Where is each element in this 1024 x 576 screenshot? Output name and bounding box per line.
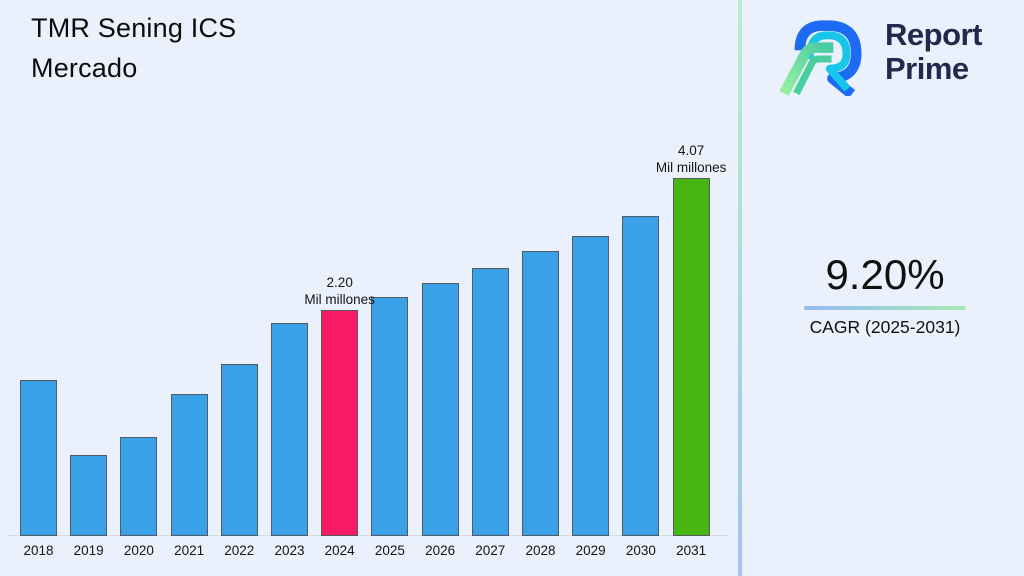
bar-2022: [220, 364, 258, 536]
x-axis-label-2031: 2031: [676, 543, 707, 558]
logo-text-line2: Prime: [885, 51, 969, 86]
bar-2024: [321, 310, 359, 536]
x-axis-line: [8, 535, 729, 536]
annotation-value-2024: 2.20: [326, 275, 353, 290]
divider-line: [738, 0, 742, 576]
x-axis-label-2018: 2018: [23, 543, 54, 558]
x-axis-label-2028: 2028: [525, 543, 556, 558]
logo-text-line1: Report: [885, 17, 982, 52]
annotation-unit-2031: Mil millones: [655, 160, 727, 175]
bar-2023: [271, 323, 308, 536]
x-axis-label-2030: 2030: [625, 543, 656, 558]
x-axis-label-2020: 2020: [123, 543, 154, 558]
bar-2021: [170, 394, 208, 536]
bar-2018: [20, 380, 57, 536]
x-axis-label-2022: 2022: [224, 543, 255, 558]
annotation-value-2031: 4.07: [677, 143, 705, 158]
cagr-value: 9.20%: [825, 251, 945, 298]
x-axis-label-2025: 2025: [374, 543, 405, 558]
market-bar-chart: 2018 2019 2020 2021 2022 2023 2024 2025 2026 2027…: [8, 143, 729, 558]
x-axis-label-2026: 2026: [425, 543, 456, 558]
bar-2027: [471, 268, 509, 536]
page-title-line2: Mercado: [31, 53, 138, 83]
bar-2025: [371, 297, 409, 536]
x-axis-label-2023: 2023: [274, 543, 305, 558]
bar-2029: [572, 236, 610, 536]
annotation-2031: 4.07 Mil millones: [625, 142, 757, 176]
cagr-label: CAGR (2025-2031): [809, 317, 961, 337]
bar-2019: [70, 455, 108, 536]
report-prime-logo: Report Prime: [773, 8, 982, 96]
logo-text: Report Prime: [885, 18, 982, 86]
x-axis-label-2024: 2024: [324, 543, 355, 558]
bar-2030: [622, 216, 660, 536]
annotation-2024: 2.20 Mil millones: [274, 274, 406, 308]
x-axis-label-2027: 2027: [475, 543, 506, 558]
report-prime-logo-icon: [779, 20, 862, 96]
x-axis-label-2021: 2021: [174, 543, 205, 558]
page-title: TMR Sening ICS Mercado: [31, 8, 236, 88]
cagr-block: 9.20% CAGR (2025-2031): [802, 250, 968, 338]
x-axis-label-2019: 2019: [73, 543, 104, 558]
bar-2031: [672, 178, 710, 536]
x-axis-label-2029: 2029: [575, 543, 606, 558]
page-title-line1: TMR Sening ICS: [31, 13, 237, 43]
bar-2028: [522, 251, 559, 536]
bar-2020: [120, 437, 158, 536]
cagr-underline: [804, 306, 966, 310]
bar-2026: [421, 283, 459, 536]
annotation-unit-2024: Mil millones: [304, 292, 375, 307]
